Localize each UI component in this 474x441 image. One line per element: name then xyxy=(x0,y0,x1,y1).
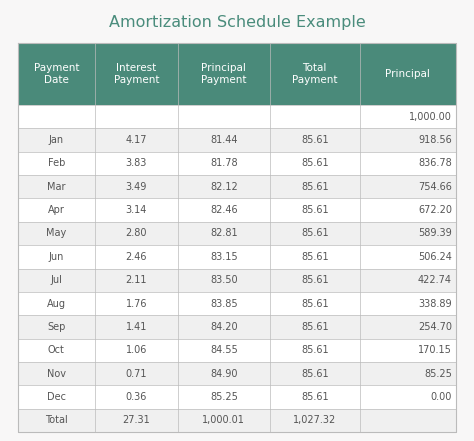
Text: 81.44: 81.44 xyxy=(210,135,237,145)
Text: 1,000.00: 1,000.00 xyxy=(409,112,452,122)
Text: 254.70: 254.70 xyxy=(418,322,452,332)
Text: 754.66: 754.66 xyxy=(418,182,452,192)
Bar xyxy=(18,339,456,362)
Text: Mar: Mar xyxy=(47,182,65,192)
Text: 1,000.01: 1,000.01 xyxy=(202,415,246,425)
Text: 85.61: 85.61 xyxy=(301,392,328,402)
Bar xyxy=(18,315,456,339)
Text: 84.55: 84.55 xyxy=(210,345,238,355)
Text: 85.61: 85.61 xyxy=(301,158,328,168)
Bar xyxy=(18,362,456,385)
Text: 506.24: 506.24 xyxy=(418,252,452,262)
Text: 84.20: 84.20 xyxy=(210,322,237,332)
Text: 27.31: 27.31 xyxy=(122,415,150,425)
Text: 338.89: 338.89 xyxy=(419,299,452,309)
Text: Aug: Aug xyxy=(47,299,66,309)
Text: 1,027.32: 1,027.32 xyxy=(293,415,337,425)
Text: 0.36: 0.36 xyxy=(126,392,147,402)
Text: 0.00: 0.00 xyxy=(430,392,452,402)
Text: 836.78: 836.78 xyxy=(418,158,452,168)
Text: 1.76: 1.76 xyxy=(126,299,147,309)
Text: 3.49: 3.49 xyxy=(126,182,147,192)
Text: 83.85: 83.85 xyxy=(210,299,237,309)
Bar xyxy=(18,409,456,432)
Text: 0.71: 0.71 xyxy=(126,369,147,379)
Text: Principal: Principal xyxy=(385,69,430,79)
Text: Sep: Sep xyxy=(47,322,65,332)
Text: 672.20: 672.20 xyxy=(418,205,452,215)
Bar xyxy=(18,152,456,175)
Text: Dec: Dec xyxy=(47,392,66,402)
Text: 85.61: 85.61 xyxy=(301,275,328,285)
Text: 2.80: 2.80 xyxy=(126,228,147,239)
Text: 918.56: 918.56 xyxy=(418,135,452,145)
Text: 85.61: 85.61 xyxy=(301,252,328,262)
Text: 422.74: 422.74 xyxy=(418,275,452,285)
Text: Payment
Date: Payment Date xyxy=(34,63,79,85)
Bar xyxy=(18,292,456,315)
Text: Oct: Oct xyxy=(48,345,65,355)
Bar xyxy=(18,245,456,269)
Text: Total: Total xyxy=(45,415,68,425)
Text: 82.81: 82.81 xyxy=(210,228,237,239)
Text: 85.25: 85.25 xyxy=(210,392,238,402)
Text: Jun: Jun xyxy=(49,252,64,262)
Text: 83.50: 83.50 xyxy=(210,275,237,285)
Text: 1.41: 1.41 xyxy=(126,322,147,332)
Text: 3.83: 3.83 xyxy=(126,158,147,168)
Text: Principal
Payment: Principal Payment xyxy=(201,63,246,85)
Text: 81.78: 81.78 xyxy=(210,158,237,168)
Text: May: May xyxy=(46,228,66,239)
Text: 85.61: 85.61 xyxy=(301,228,328,239)
Text: Apr: Apr xyxy=(48,205,65,215)
Text: Nov: Nov xyxy=(47,369,66,379)
Text: 3.14: 3.14 xyxy=(126,205,147,215)
Text: 84.90: 84.90 xyxy=(210,369,237,379)
Bar xyxy=(18,105,456,128)
Text: 82.46: 82.46 xyxy=(210,205,237,215)
Text: 83.15: 83.15 xyxy=(210,252,237,262)
Text: 85.61: 85.61 xyxy=(301,345,328,355)
Text: 85.61: 85.61 xyxy=(301,299,328,309)
Text: Total
Payment: Total Payment xyxy=(292,63,337,85)
Text: 4.17: 4.17 xyxy=(126,135,147,145)
Text: 2.11: 2.11 xyxy=(126,275,147,285)
Text: Amortization Schedule Example: Amortization Schedule Example xyxy=(109,15,365,30)
Bar xyxy=(18,269,456,292)
Bar xyxy=(18,198,456,222)
Text: Jul: Jul xyxy=(50,275,62,285)
Text: 85.61: 85.61 xyxy=(301,205,328,215)
Text: 1.06: 1.06 xyxy=(126,345,147,355)
Text: 85.61: 85.61 xyxy=(301,182,328,192)
Bar xyxy=(18,43,456,105)
Text: 85.61: 85.61 xyxy=(301,322,328,332)
Text: 589.39: 589.39 xyxy=(418,228,452,239)
Text: 2.46: 2.46 xyxy=(126,252,147,262)
Text: 85.61: 85.61 xyxy=(301,135,328,145)
Text: Jan: Jan xyxy=(49,135,64,145)
Text: 170.15: 170.15 xyxy=(418,345,452,355)
Bar xyxy=(18,175,456,198)
Bar xyxy=(18,128,456,152)
Bar xyxy=(18,222,456,245)
Text: Interest
Payment: Interest Payment xyxy=(113,63,159,85)
Text: 85.61: 85.61 xyxy=(301,369,328,379)
Text: 85.25: 85.25 xyxy=(424,369,452,379)
Text: Feb: Feb xyxy=(48,158,65,168)
Bar xyxy=(18,385,456,409)
Text: 82.12: 82.12 xyxy=(210,182,238,192)
